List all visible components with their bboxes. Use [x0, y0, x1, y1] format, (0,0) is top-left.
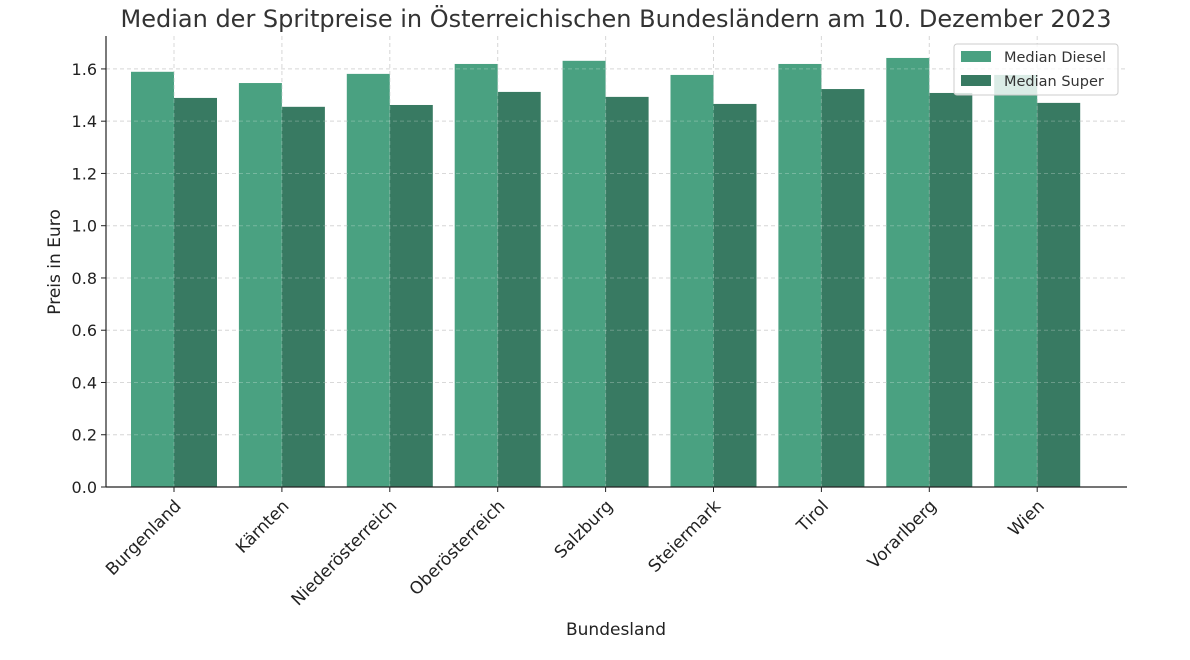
bar-median-diesel — [886, 57, 930, 488]
x-tick-label: Steiermark — [645, 496, 725, 576]
bar-median-super — [929, 92, 973, 487]
bar-median-super — [174, 97, 217, 487]
bar-median-super — [389, 104, 433, 488]
y-tick-label: 1.6 — [72, 60, 97, 79]
x-tick-label: Vorarlberg — [864, 496, 941, 573]
bar-median-super — [605, 96, 649, 487]
bars — [106, 36, 1127, 488]
x-tick-label: Kärnten — [232, 496, 293, 557]
bar-median-diesel — [562, 60, 606, 487]
bar-median-super — [1037, 102, 1081, 487]
legend: Median Diesel Median Super — [953, 43, 1119, 96]
bar-median-super — [821, 89, 865, 487]
legend-swatch — [961, 75, 991, 86]
x-tick-label: Wien — [1005, 496, 1049, 540]
bar-median-super — [281, 106, 325, 487]
y-tick-label: 0.8 — [72, 269, 97, 288]
legend-label: Median Diesel — [1004, 50, 1106, 66]
y-tick-label: 1.4 — [72, 112, 97, 131]
bar-median-diesel — [238, 83, 282, 488]
y-tick-label: 0.6 — [72, 321, 97, 340]
bar-median-diesel — [670, 74, 714, 487]
x-axis-label: Bundesland — [566, 620, 666, 640]
bar-median-super — [497, 91, 541, 488]
x-tick-label: Tirol — [792, 496, 833, 537]
legend-label: Median Super — [1004, 74, 1104, 90]
bar-median-diesel — [131, 71, 174, 488]
chart-title: Median der Spritpreise in Österreichisch… — [121, 4, 1112, 33]
bar-median-diesel — [994, 74, 1038, 487]
x-tick-label: Burgenland — [102, 496, 185, 579]
y-tick-label: 0.4 — [72, 373, 97, 392]
y-tick-label: 1.0 — [72, 217, 97, 236]
y-tick-label: 1.2 — [72, 164, 97, 183]
bar-median-diesel — [346, 73, 390, 487]
x-tick-label: Niederösterreich — [288, 496, 402, 610]
y-axis-label: Preis in Euro — [45, 209, 65, 314]
legend-swatch — [961, 51, 991, 62]
x-tick-label: Salzburg — [551, 496, 617, 562]
bar-median-super — [713, 103, 757, 487]
bar-median-diesel — [778, 63, 822, 488]
x-tick-label: Oberösterreich — [406, 496, 509, 599]
bar-median-diesel — [454, 63, 498, 488]
y-tick-label: 0.0 — [72, 478, 97, 497]
legend-box — [953, 43, 1119, 96]
y-tick-label: 0.2 — [72, 426, 97, 445]
